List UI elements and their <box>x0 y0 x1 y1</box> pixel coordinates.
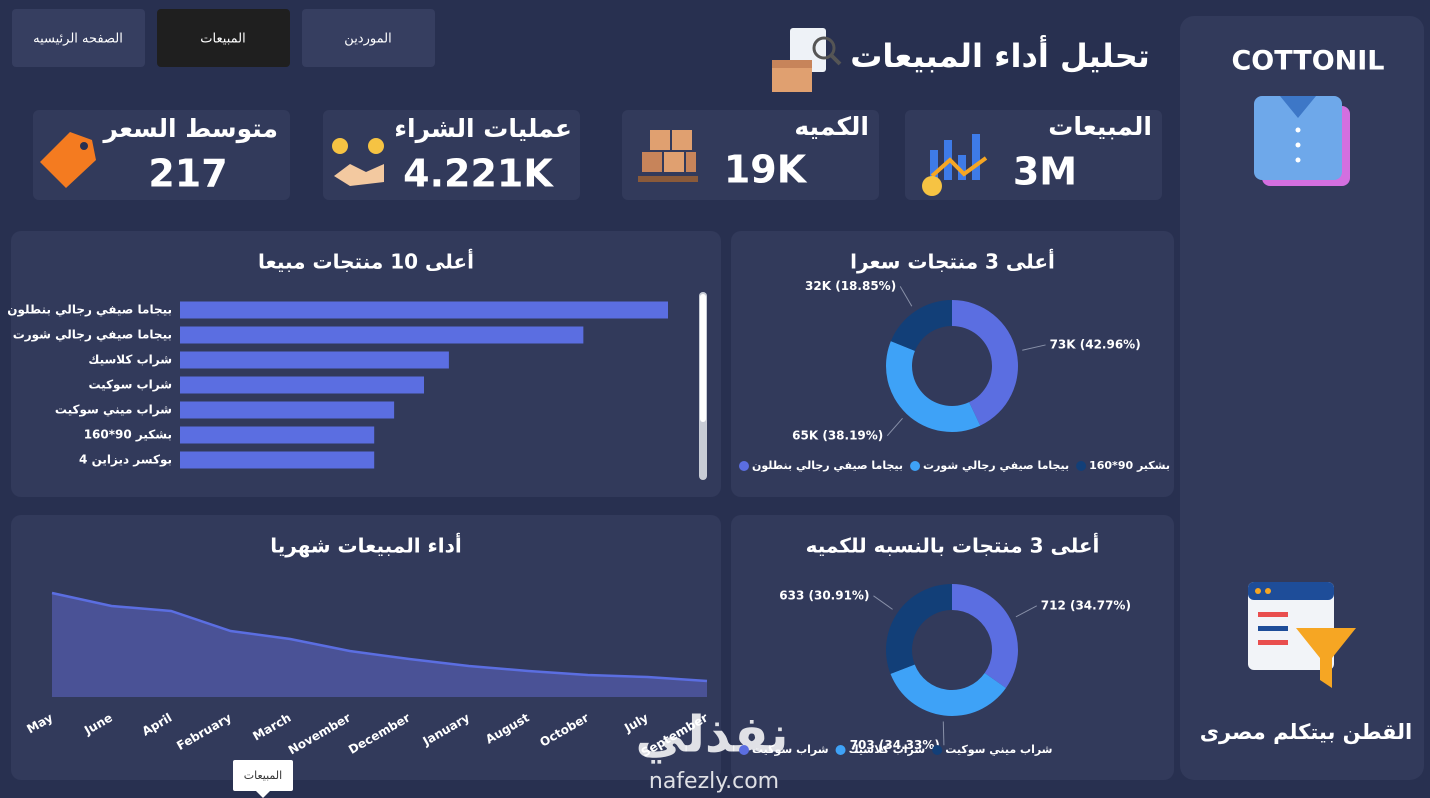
leader-line <box>1022 344 1046 351</box>
nav-button[interactable] <box>12 9 145 67</box>
chart-title: أداء المبيعات شهريا <box>270 532 461 558</box>
bar <box>180 451 375 469</box>
watermark-logo: نفذلي <box>635 706 788 764</box>
kpi-value: 3M <box>1013 150 1077 194</box>
bar-label: بشكير 90*160 <box>84 428 172 442</box>
kpi-label: المبيعات <box>1048 112 1152 141</box>
bar-label: شراب كلاسيك <box>88 353 172 367</box>
data-label: 73K (42.96%) <box>1050 337 1141 351</box>
data-label: 712 (34.77%) <box>1041 598 1131 612</box>
chart-title: أعلى 10 منتجات مبيعا <box>258 248 474 274</box>
bar-label: بيجاما صيفي رجالي بنطلون <box>7 303 172 318</box>
bar-label: بيجاما صيفي رجالي شورت <box>13 328 172 343</box>
nav-button-active[interactable] <box>157 9 290 67</box>
data-label: 65K (38.19%) <box>792 428 883 442</box>
leader-line <box>1015 605 1037 618</box>
data-label: 32K (18.85%) <box>805 279 896 293</box>
kpi-value: 4.221K <box>403 152 554 196</box>
legend-label: بشكير 90*160 <box>1089 459 1170 472</box>
kpi-label: الكميه <box>794 112 869 141</box>
bar <box>180 301 668 319</box>
legend-dot <box>932 745 943 755</box>
legend-label: بيجاما صيفي رجالي بنطلون <box>752 459 903 472</box>
area-fill <box>52 593 707 697</box>
kpi-label: عمليات الشراء <box>394 114 572 144</box>
donut-segment <box>890 664 1006 716</box>
area-line <box>51 591 708 683</box>
legend-dot <box>739 461 749 471</box>
leader-line <box>942 721 945 746</box>
tooltip-pointer <box>256 791 270 798</box>
nav-button[interactable] <box>302 9 435 67</box>
sidebar <box>1180 16 1424 780</box>
tooltip-text: المبيعات <box>244 769 282 782</box>
kpi-label: متوسط السعر <box>102 114 278 144</box>
chart-title: أعلى 3 منتجات بالنسبه للكميه <box>806 532 1100 558</box>
scrollbar-thumb[interactable] <box>700 294 706 422</box>
kpi-value: 19K <box>724 148 808 192</box>
kpi-card <box>323 110 580 200</box>
legend-dot <box>739 745 749 755</box>
donut-segment <box>890 300 952 351</box>
kpi-card <box>905 110 1162 200</box>
bar <box>180 376 424 394</box>
nav-label[interactable]: الصفحه الرئيسيه <box>33 32 123 47</box>
legend-label: بيجاما صيفي رجالي شورت <box>923 459 1069 472</box>
leader-line <box>873 595 893 610</box>
bar <box>180 326 584 344</box>
chart-title: أعلى 3 منتجات سعرا <box>850 248 1055 274</box>
tag-icon <box>40 132 96 188</box>
nav-label[interactable]: الموردين <box>344 32 391 47</box>
boxes-icon <box>638 130 698 182</box>
report-icon <box>1248 582 1356 688</box>
kpi-card <box>33 110 290 200</box>
header-icon <box>772 28 842 92</box>
bar <box>180 351 449 369</box>
donut-segment <box>952 300 1018 426</box>
tooltip <box>233 760 293 791</box>
brand: COTTONIL <box>1231 46 1384 77</box>
dashboard-title: تحليل أداء المبيعات <box>850 35 1150 75</box>
deal-icon <box>332 138 384 186</box>
legend-label: شراب كلاسيك <box>849 743 926 756</box>
legend-dot <box>835 745 846 755</box>
bar-label: بوكسر ديزاين 4 <box>79 453 172 468</box>
nav-label[interactable]: المبيعات <box>200 32 245 47</box>
shirt-icon <box>1254 96 1350 186</box>
legend-label: شراب سوكيت <box>752 743 829 756</box>
legend-dot <box>910 461 921 471</box>
leader-line <box>899 286 913 307</box>
data-label: 703 (34.33%) <box>850 738 940 752</box>
chart-card <box>731 515 1174 780</box>
bar <box>180 426 375 444</box>
donut-segment <box>952 584 1019 689</box>
leader-line <box>886 417 903 437</box>
kpi-value: 217 <box>148 152 227 196</box>
donut-segment <box>886 584 952 674</box>
chart-card <box>731 231 1174 497</box>
sales-icon <box>922 134 988 196</box>
slogan: القطن بيتكلم مصرى <box>1200 720 1412 744</box>
donut-segment <box>885 341 981 432</box>
data-label: 633 (30.91%) <box>779 588 869 602</box>
bar-label: شراب سوكيت <box>88 378 172 393</box>
legend-dot <box>1076 461 1087 471</box>
legend-label: شراب ميني سوكيت <box>945 743 1052 756</box>
bar <box>180 401 395 419</box>
chart-card <box>11 515 721 780</box>
bar-label: شراب ميني سوكيت <box>55 403 172 418</box>
watermark-url: nafezly.com <box>649 769 779 794</box>
